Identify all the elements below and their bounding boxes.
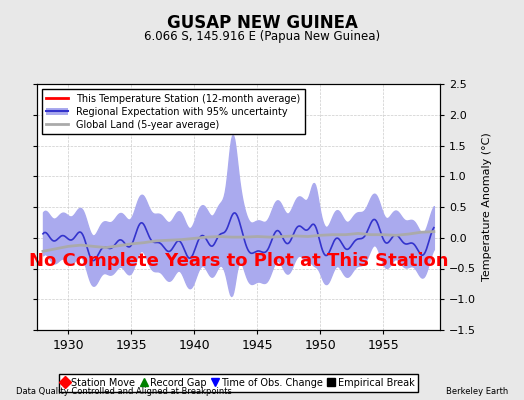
Legend: Station Move, Record Gap, Time of Obs. Change, Empirical Break: Station Move, Record Gap, Time of Obs. C… — [59, 374, 418, 392]
Y-axis label: Temperature Anomaly (°C): Temperature Anomaly (°C) — [482, 133, 492, 281]
Text: 6.066 S, 145.916 E (Papua New Guinea): 6.066 S, 145.916 E (Papua New Guinea) — [144, 30, 380, 43]
Text: GUSAP NEW GUINEA: GUSAP NEW GUINEA — [167, 14, 357, 32]
Text: Data Quality Controlled and Aligned at Breakpoints: Data Quality Controlled and Aligned at B… — [16, 387, 232, 396]
Text: No Complete Years to Plot at This Station: No Complete Years to Plot at This Statio… — [29, 252, 448, 270]
Text: Berkeley Earth: Berkeley Earth — [446, 387, 508, 396]
